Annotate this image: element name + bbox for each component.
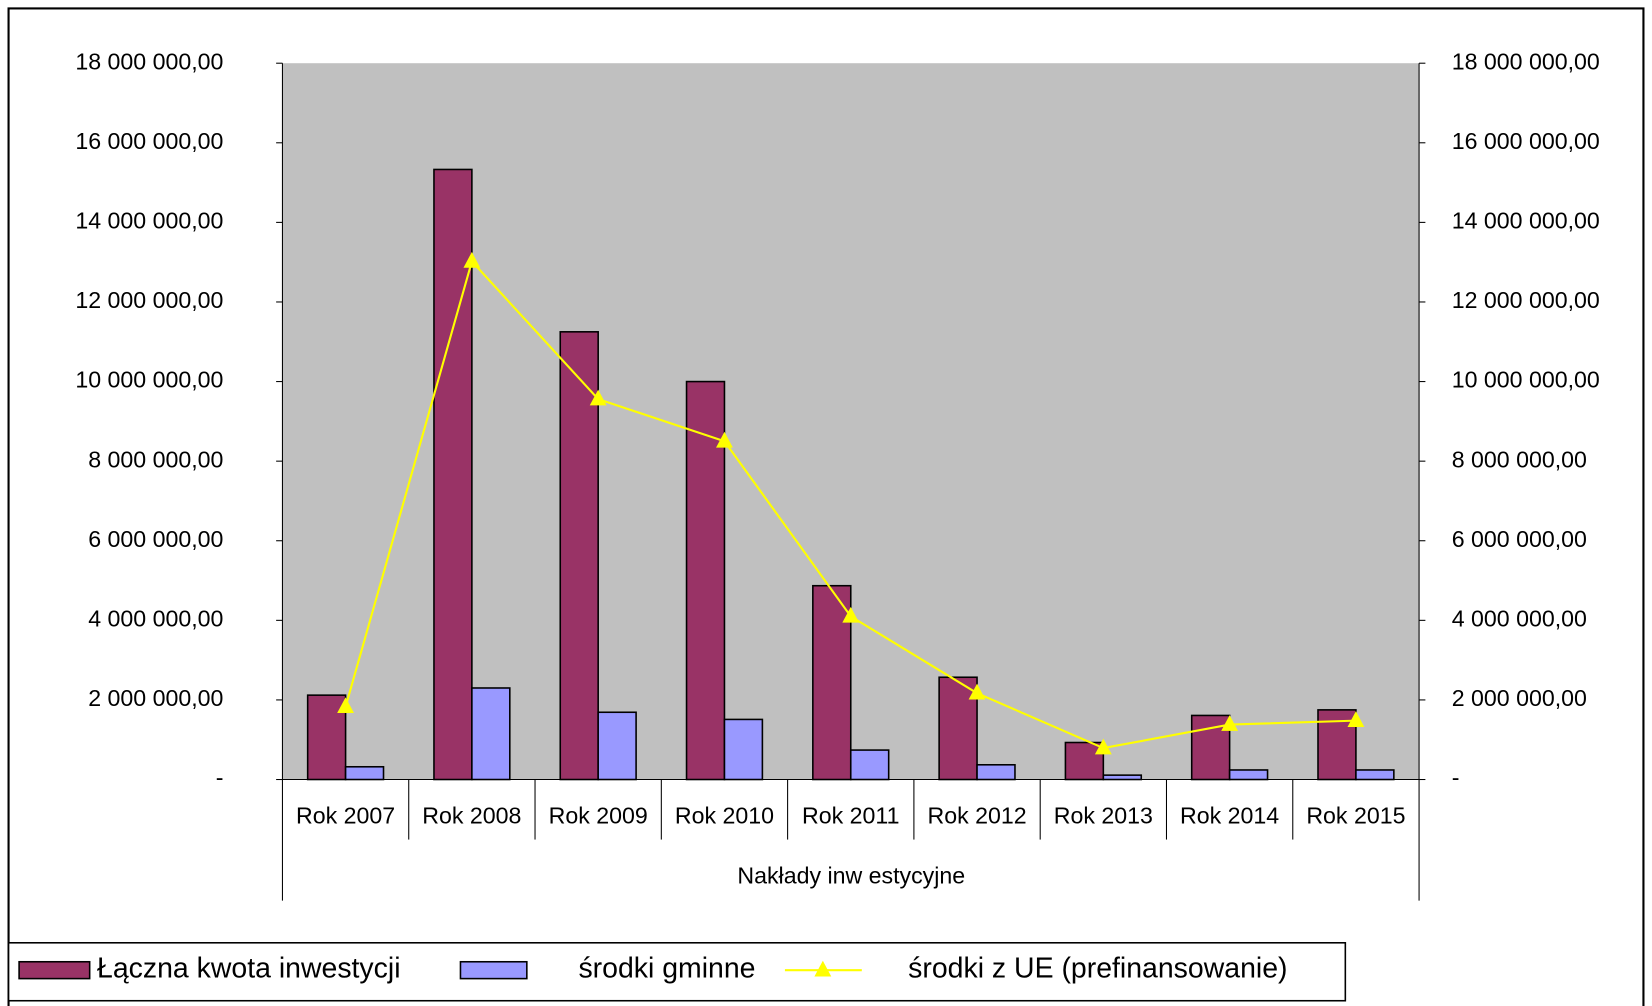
bar [306,694,347,781]
y-tick-label: 18 000 000,00 [75,48,223,74]
bar [344,765,385,781]
bar [1102,774,1143,781]
bar [597,711,637,781]
bar [559,331,599,781]
y2-tick-label: 14 000 000,00 [1452,208,1600,234]
y2-tick-label: 8 000 000,00 [1452,446,1587,472]
bar [849,749,890,781]
y2-tick-label: 12 000 000,00 [1452,287,1600,313]
y-tick-label: 2 000 000,00 [88,685,223,711]
x-tick-label: Rok 2013 [1054,803,1153,829]
x-tick-label: Rok 2014 [1180,803,1279,829]
x-tick-label: Rok 2010 [675,803,774,829]
y2-tick-label: 4 000 000,00 [1452,605,1587,631]
line-marker [463,251,481,268]
y-tick-label: 8 000 000,00 [88,446,223,472]
legend-swatch [18,960,91,980]
bar [938,676,978,781]
x-tick-label: Rok 2008 [422,803,521,829]
bar [723,718,764,781]
line-marker [968,683,986,700]
y-tick-label: 6 000 000,00 [88,526,223,552]
legend: Łączna kwota inwestycji środki gminne środ… [7,942,1347,1002]
legend-swatch-marker [814,960,832,977]
y-tick-label: 14 000 000,00 [75,208,223,234]
x-tick-label: Rok 2015 [1306,803,1405,829]
line-marker [1094,738,1112,755]
x-tick-label: Rok 2012 [927,803,1026,829]
y-tick-label: 4 000 000,00 [88,605,223,631]
bar [812,584,852,781]
legend-frame [7,942,1347,1002]
legend-label: Łączna kwota inwestycji [97,953,400,985]
x-tick-label: Rok 2011 [802,803,899,829]
x-axis-title: Nakłady inw estycyjne [737,863,965,889]
bar [1064,741,1105,781]
line-marker [1347,711,1365,727]
legend-label: środki z UE (prefinansowanie) [908,953,1287,985]
y-tick-label: 12 000 000,00 [75,287,223,313]
y2-tick-label: 6 000 000,00 [1452,526,1587,552]
bar [1355,769,1395,781]
legend-swatch [459,960,528,980]
line-marker [589,389,607,406]
line-marker [842,606,860,623]
y-tick-label: - [216,765,224,791]
legend-label: środki gminne [578,953,755,985]
line-marker [716,431,733,448]
bar [976,764,1016,781]
bar [685,380,726,781]
y2-tick-label: 2 000 000,00 [1452,685,1587,711]
x-tick-label: Rok 2007 [296,803,395,829]
bar [433,168,473,781]
y2-tick-label: - [1452,765,1460,791]
y2-tick-label: 16 000 000,00 [1452,128,1600,154]
bar [471,687,511,781]
y2-tick-label: 18 000 000,00 [1452,48,1600,74]
line-marker [1221,715,1239,731]
y2-tick-label: 10 000 000,00 [1452,367,1600,393]
y-tick-label: 10 000 000,00 [75,367,223,393]
line-marker [337,697,355,714]
x-tick-label: Rok 2009 [549,803,648,829]
y-tick-label: 16 000 000,00 [75,128,223,154]
bar [1228,769,1269,781]
